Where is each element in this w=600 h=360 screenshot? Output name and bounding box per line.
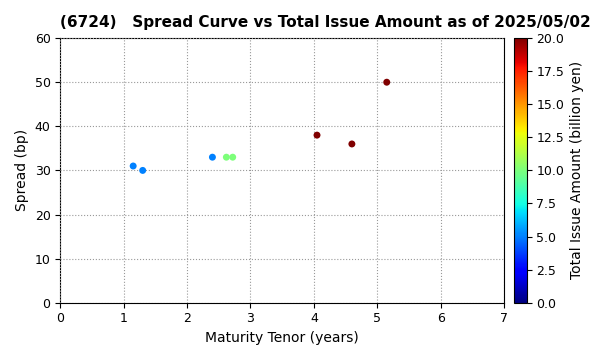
Point [347, 141, 356, 147]
Y-axis label: Spread (bp): Spread (bp) [15, 129, 29, 211]
Point [382, 79, 392, 85]
Text: (6724)   Spread Curve vs Total Issue Amount as of 2025/05/02: (6724) Spread Curve vs Total Issue Amoun… [60, 15, 591, 30]
Point [312, 132, 322, 138]
Point [128, 163, 138, 169]
Point [228, 154, 238, 160]
Point [208, 154, 217, 160]
X-axis label: Maturity Tenor (years): Maturity Tenor (years) [205, 331, 359, 345]
Y-axis label: Total Issue Amount (billion yen): Total Issue Amount (billion yen) [570, 61, 584, 279]
Point [138, 167, 148, 173]
Point [221, 154, 231, 160]
